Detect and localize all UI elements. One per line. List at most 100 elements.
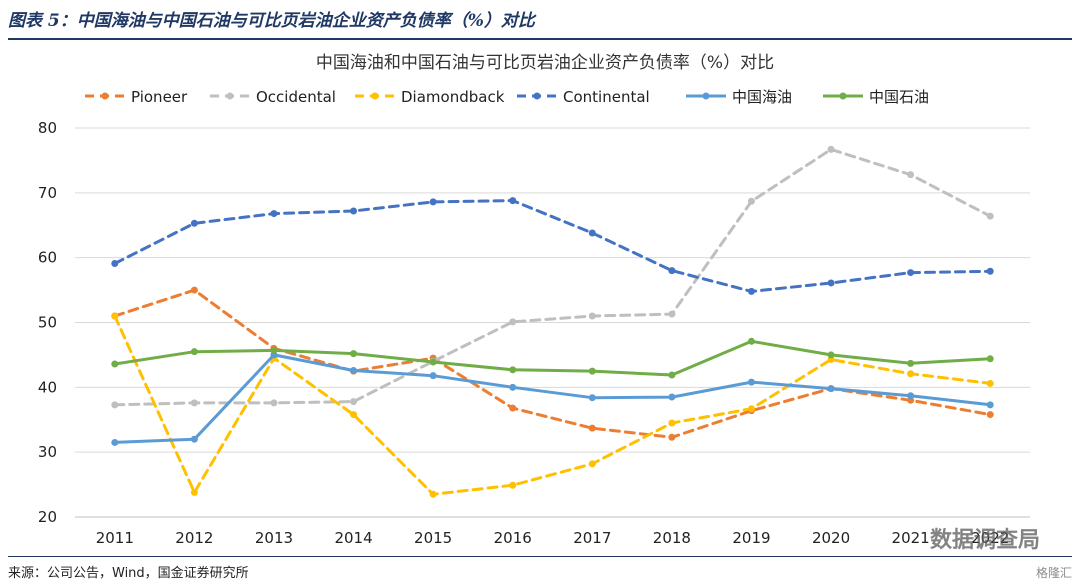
legend: Pioneer Occidental Diamondback Continental 中… xyxy=(85,88,929,106)
series-line xyxy=(113,199,992,293)
data-point xyxy=(111,312,119,320)
data-point xyxy=(509,197,517,205)
x-tick-label: 2018 xyxy=(653,529,691,547)
data-point xyxy=(588,312,596,320)
chart-title: 中国海油和中国石油与可比页岩油企业资产负债率（%）对比 xyxy=(316,53,774,73)
data-point xyxy=(747,197,755,205)
legend-marker xyxy=(702,92,710,100)
x-tick-label: 2014 xyxy=(334,529,372,547)
y-tick-label: 30 xyxy=(38,443,57,461)
data-point xyxy=(668,393,676,401)
data-point xyxy=(747,337,755,345)
legend-label: 中国海油 xyxy=(732,88,792,106)
data-point xyxy=(907,392,915,400)
series-line xyxy=(113,339,992,377)
y-tick-label: 40 xyxy=(38,378,57,396)
legend-marker xyxy=(533,92,541,100)
x-tick-label: 2019 xyxy=(732,529,770,547)
legend-label: Occidental xyxy=(256,88,336,106)
data-point xyxy=(350,207,358,215)
y-axis: 20 30 40 50 60 70 80 xyxy=(38,119,57,526)
data-point xyxy=(907,171,915,179)
data-point xyxy=(190,286,198,294)
y-tick-label: 50 xyxy=(38,314,57,332)
data-point xyxy=(668,371,676,379)
data-point xyxy=(907,359,915,367)
y-tick-label: 60 xyxy=(38,249,57,267)
data-point xyxy=(509,481,517,489)
data-point xyxy=(827,385,835,393)
watermark: 数据调查局 xyxy=(929,528,1040,553)
y-tick-label: 80 xyxy=(38,119,57,137)
data-point xyxy=(350,366,358,374)
data-point xyxy=(270,346,278,354)
series-line xyxy=(113,353,992,444)
data-point xyxy=(907,370,915,378)
data-point xyxy=(190,348,198,356)
source-rule xyxy=(8,556,1072,557)
series-line xyxy=(113,314,992,496)
x-tick-label: 2016 xyxy=(494,529,532,547)
data-point xyxy=(111,401,119,409)
x-tick-label: 2022 xyxy=(971,529,1009,547)
data-point xyxy=(429,198,437,206)
figure-caption: 图表 5：中国海油与中国石油与可比页岩油企业资产负债率（%）对比 xyxy=(8,11,535,31)
data-point xyxy=(190,219,198,227)
gridlines xyxy=(75,127,1030,518)
data-point xyxy=(190,435,198,443)
data-point xyxy=(986,401,994,409)
data-point xyxy=(429,372,437,380)
y-tick-label: 70 xyxy=(38,184,57,202)
x-tick-label: 2017 xyxy=(573,529,611,547)
legend-label: Pioneer xyxy=(131,88,188,106)
data-point xyxy=(668,433,676,441)
x-tick-label: 2012 xyxy=(175,529,213,547)
data-point xyxy=(588,367,596,375)
data-point xyxy=(111,360,119,368)
data-point xyxy=(986,212,994,220)
data-point xyxy=(668,419,676,427)
y-tick-label: 20 xyxy=(38,508,57,526)
data-point xyxy=(429,358,437,366)
data-point xyxy=(986,411,994,419)
legend-label: 中国石油 xyxy=(869,88,929,106)
data-point xyxy=(588,424,596,432)
data-point xyxy=(509,366,517,374)
data-point xyxy=(986,267,994,275)
data-point xyxy=(111,260,119,268)
data-point xyxy=(509,404,517,412)
data-point xyxy=(509,383,517,391)
data-point xyxy=(588,229,596,237)
data-point xyxy=(190,488,198,496)
data-point xyxy=(747,378,755,386)
data-point xyxy=(350,350,358,358)
legend-marker xyxy=(839,92,847,100)
data-point xyxy=(588,460,596,468)
series-group xyxy=(111,145,994,498)
data-point xyxy=(270,399,278,407)
x-tick-label: 2021 xyxy=(892,529,930,547)
data-point xyxy=(111,438,119,446)
series-line xyxy=(113,147,992,407)
data-point xyxy=(588,394,596,402)
x-tick-label: 2013 xyxy=(255,529,293,547)
data-point xyxy=(509,318,517,326)
data-point xyxy=(668,310,676,318)
data-point xyxy=(350,411,358,419)
x-tick-label: 2015 xyxy=(414,529,452,547)
legend-marker xyxy=(371,92,379,100)
legend-marker xyxy=(101,92,109,100)
source-note: 来源：公司公告，Wind，国金证券研究所 xyxy=(8,566,249,581)
legend-label: Continental xyxy=(563,88,650,106)
data-point xyxy=(668,267,676,275)
caption-rule xyxy=(8,38,1072,40)
legend-label: Diamondback xyxy=(401,88,505,106)
data-point xyxy=(190,399,198,407)
data-point xyxy=(986,379,994,387)
line-chart: 中国海油和中国石油与可比页岩油企业资产负债率（%）对比 Pioneer Occid… xyxy=(38,53,1030,547)
x-axis: 2011 2012 2013 2014 2015 2016 2017 2018 2019 2020… xyxy=(96,529,1010,547)
data-point xyxy=(986,355,994,363)
data-point xyxy=(747,287,755,295)
data-point xyxy=(827,351,835,359)
data-point xyxy=(270,210,278,218)
